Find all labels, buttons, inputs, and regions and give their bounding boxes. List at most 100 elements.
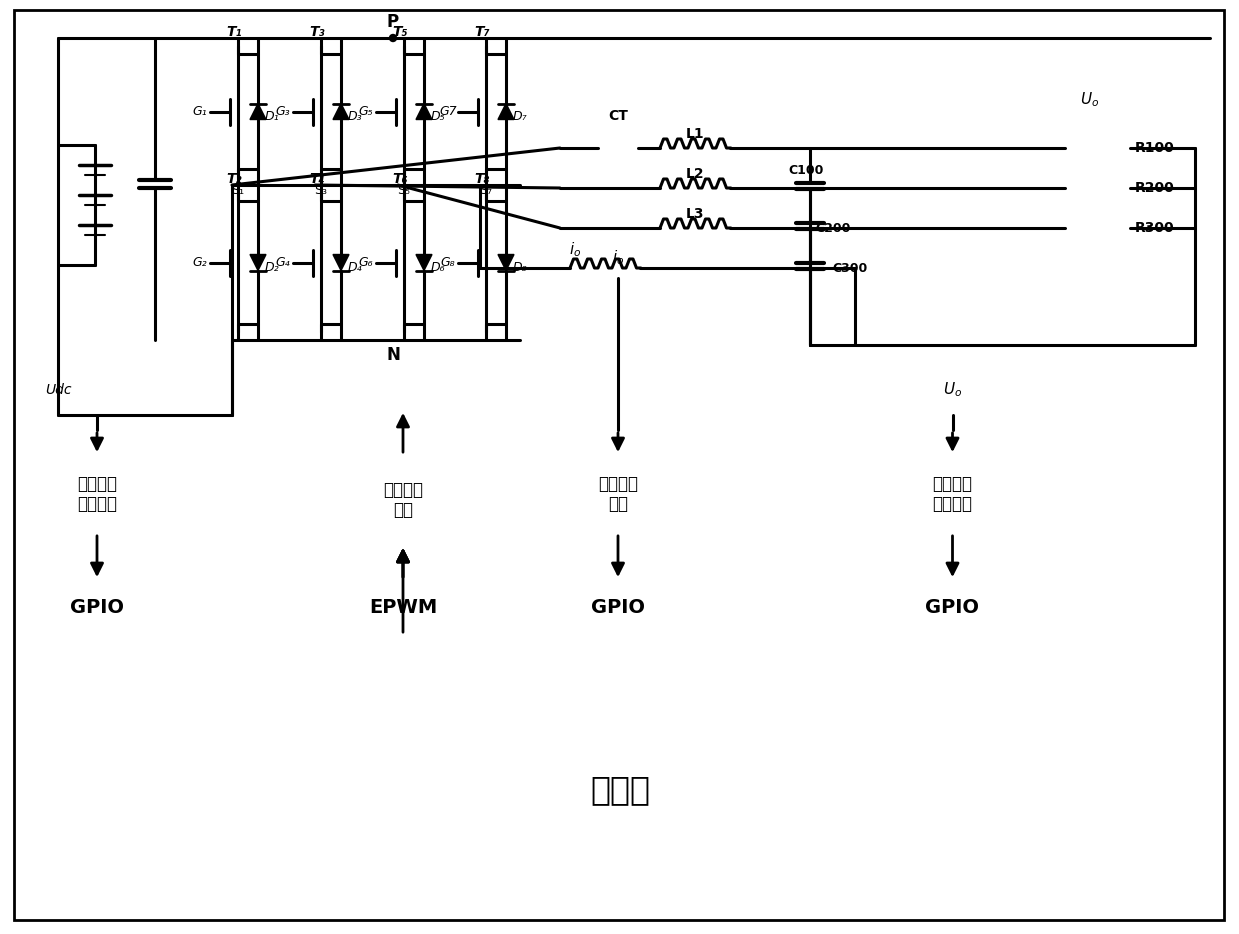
Text: C100: C100 — [788, 163, 824, 177]
Bar — [338, 455, 468, 545]
Text: GPIO: GPIO — [591, 598, 646, 617]
Bar — [28, 580, 166, 635]
Polygon shape — [250, 254, 266, 271]
Text: G7: G7 — [439, 105, 457, 118]
Circle shape — [394, 181, 401, 189]
Bar — [553, 455, 683, 533]
Circle shape — [311, 336, 318, 344]
Circle shape — [228, 181, 235, 189]
Circle shape — [851, 264, 859, 272]
Text: 直流电压: 直流电压 — [77, 475, 116, 493]
Text: C200: C200 — [815, 221, 850, 234]
Text: G₁: G₁ — [193, 105, 207, 118]
Text: N: N — [387, 346, 400, 364]
Circle shape — [807, 224, 814, 232]
Text: $i_o$: $i_o$ — [569, 241, 581, 260]
Text: D₃: D₃ — [348, 110, 362, 123]
Text: T₈: T₈ — [475, 172, 489, 186]
Text: D₆: D₆ — [431, 261, 445, 274]
Text: T₂: T₂ — [227, 172, 242, 186]
Circle shape — [311, 181, 318, 189]
Text: L2: L2 — [685, 167, 704, 181]
Text: P: P — [387, 13, 399, 31]
Circle shape — [1192, 145, 1198, 151]
Text: D₁: D₁ — [265, 110, 279, 123]
Circle shape — [477, 336, 483, 344]
Text: R100: R100 — [1135, 141, 1175, 155]
Text: $i_o$: $i_o$ — [612, 248, 624, 267]
Circle shape — [389, 35, 396, 41]
Text: R300: R300 — [1135, 221, 1175, 235]
Bar — [28, 455, 166, 533]
Text: T₃: T₃ — [310, 25, 325, 39]
Text: T₁: T₁ — [227, 25, 242, 39]
Bar — [1066, 181, 1130, 195]
Text: L1: L1 — [685, 127, 704, 141]
Text: S₁: S₁ — [232, 183, 244, 196]
Text: 电路: 电路 — [393, 501, 413, 519]
Text: T₄: T₄ — [310, 172, 325, 186]
Bar — [553, 580, 683, 635]
Text: C300: C300 — [833, 262, 867, 275]
Text: D₈: D₈ — [513, 261, 528, 274]
Text: 处理器: 处理器 — [591, 773, 650, 806]
Polygon shape — [416, 254, 432, 271]
Text: R200: R200 — [1135, 181, 1175, 195]
Text: 负载电压: 负载电压 — [933, 475, 973, 493]
Circle shape — [1192, 185, 1198, 191]
Text: 采集电路: 采集电路 — [933, 495, 973, 513]
Text: D₇: D₇ — [513, 110, 528, 123]
Text: S₃: S₃ — [315, 183, 327, 196]
Polygon shape — [498, 104, 514, 120]
Text: Udc: Udc — [45, 383, 72, 397]
Text: L3: L3 — [685, 207, 704, 221]
Text: G₆: G₆ — [358, 256, 373, 269]
Text: D₄: D₄ — [348, 261, 362, 274]
Text: 采集电路: 采集电路 — [77, 495, 116, 513]
Text: D₅: D₅ — [431, 110, 445, 123]
Text: 电流采集: 电流采集 — [598, 475, 638, 493]
Text: G₄: G₄ — [276, 256, 290, 269]
Circle shape — [228, 336, 235, 344]
Bar — [28, 680, 1213, 900]
Text: $U_o$: $U_o$ — [1080, 91, 1099, 109]
Text: 驱动保护: 驱动保护 — [383, 481, 422, 499]
Polygon shape — [416, 104, 432, 120]
Circle shape — [228, 35, 235, 41]
Text: G₅: G₅ — [358, 105, 373, 118]
Circle shape — [807, 145, 814, 151]
Text: S₅: S₅ — [398, 183, 410, 196]
Bar — [1066, 221, 1130, 235]
Text: T₅: T₅ — [393, 25, 408, 39]
Polygon shape — [498, 254, 514, 271]
Text: T₇: T₇ — [475, 25, 489, 39]
Text: 电路: 电路 — [608, 495, 628, 513]
Circle shape — [807, 342, 814, 348]
Text: $U_o$: $U_o$ — [943, 381, 963, 400]
Polygon shape — [333, 254, 349, 271]
Text: S₇: S₇ — [479, 183, 492, 196]
Circle shape — [477, 181, 483, 189]
Circle shape — [477, 181, 483, 189]
Text: GPIO: GPIO — [69, 598, 124, 617]
Text: GPIO: GPIO — [926, 598, 980, 617]
Circle shape — [1192, 224, 1198, 232]
Bar — [338, 580, 468, 635]
Circle shape — [311, 35, 318, 41]
Circle shape — [477, 264, 483, 272]
Text: CT: CT — [608, 109, 628, 123]
Circle shape — [394, 35, 401, 41]
Polygon shape — [250, 104, 266, 120]
Circle shape — [477, 35, 483, 41]
Circle shape — [394, 336, 401, 344]
Text: G₂: G₂ — [193, 256, 207, 269]
Bar — [1066, 141, 1130, 155]
Polygon shape — [333, 104, 349, 120]
Text: EPWM: EPWM — [369, 598, 437, 617]
Text: T₆: T₆ — [393, 172, 408, 186]
Circle shape — [807, 185, 814, 191]
Bar — [880, 580, 1025, 635]
Text: D₂: D₂ — [265, 261, 279, 274]
Text: G₈: G₈ — [441, 256, 455, 269]
Bar — [880, 455, 1025, 533]
